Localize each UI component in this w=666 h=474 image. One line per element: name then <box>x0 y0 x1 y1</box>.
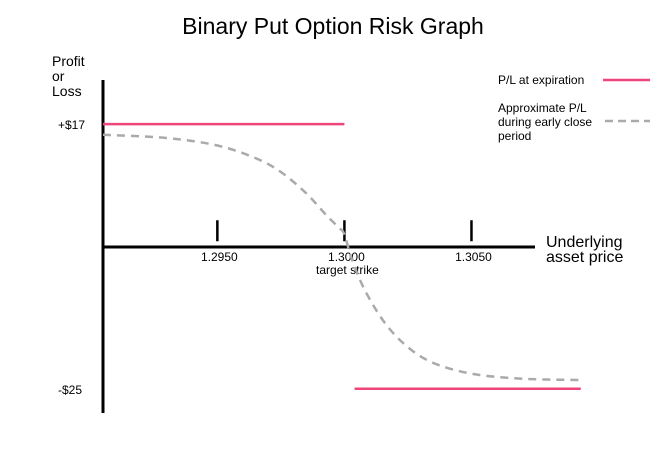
early-close-curve <box>102 133 581 382</box>
y-ticks: +$17 -$25 <box>58 118 85 397</box>
x-axis-label-line-2: asset price <box>546 249 623 266</box>
y-axis-label-line-3: Loss <box>52 83 82 99</box>
y-tick-label-0: +$17 <box>58 118 85 132</box>
legend-label-early-close-line-1: Approximate P/L <box>498 101 587 115</box>
legend-label-early-close-line-2: during early close <box>498 115 592 129</box>
y-axis-label-line-1: Profit <box>52 53 85 69</box>
y-axis-label-line-2: or <box>52 68 65 84</box>
x-tick-label-0: 1.2950 <box>201 250 238 264</box>
y-axis-label: Profit or Loss <box>52 53 85 99</box>
legend-label-early-close-line-3: period <box>498 129 531 143</box>
x-ticks: 1.2950 1.3000 1.3050 <box>201 220 492 264</box>
x-axis-label-line-1: Underlying <box>546 234 622 251</box>
x-axis-label: Underlying asset price <box>546 234 623 266</box>
x-tick-label-1: 1.3000 <box>328 250 365 264</box>
chart-title: Binary Put Option Risk Graph <box>182 13 484 39</box>
strike-annotation: target strike <box>316 263 379 277</box>
x-tick-label-2: 1.3050 <box>455 250 492 264</box>
plot-series <box>102 122 581 391</box>
legend: P/L at expiration Approximate P/L during… <box>498 73 650 143</box>
y-tick-label-1: -$25 <box>58 383 82 397</box>
legend-label-expiration: P/L at expiration <box>498 73 584 87</box>
